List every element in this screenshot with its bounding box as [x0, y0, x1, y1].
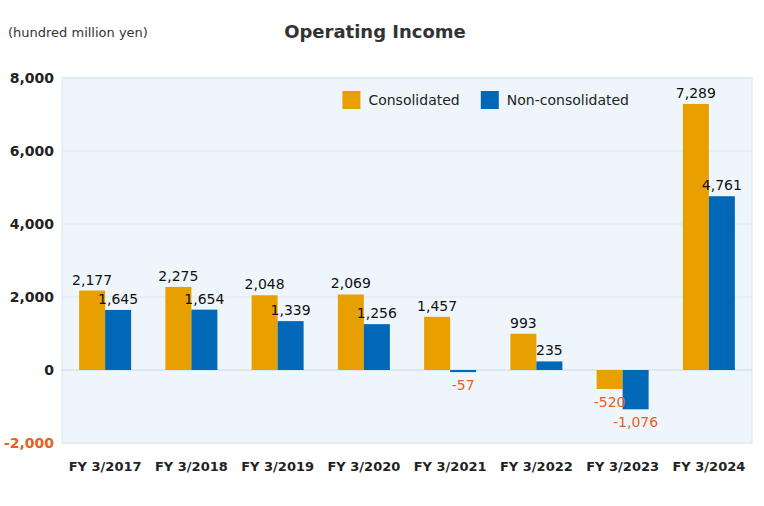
bar [623, 370, 649, 409]
data-label: 2,177 [72, 272, 112, 288]
x-tick-label: FY 3/2022 [500, 459, 573, 474]
data-label: 1,457 [417, 298, 457, 314]
bar [683, 104, 709, 370]
x-tick-label: FY 3/2019 [241, 459, 314, 474]
bar [510, 334, 536, 370]
legend-label: Non-consolidated [507, 92, 629, 108]
bar [191, 310, 217, 370]
x-tick-label: FY 3/2024 [672, 459, 745, 474]
bar [424, 317, 450, 370]
legend-swatch [481, 91, 499, 109]
data-label: 235 [536, 342, 563, 358]
data-label: 4,761 [702, 177, 742, 193]
legend-swatch [342, 91, 360, 109]
data-label: 1,256 [357, 305, 397, 321]
bar [450, 370, 476, 372]
x-tick-label: FY 3/2023 [586, 459, 659, 474]
y-tick-label: 0 [44, 362, 54, 378]
bar [536, 361, 562, 370]
y-tick-label: 8,000 [10, 70, 55, 86]
data-label: 1,654 [184, 291, 224, 307]
x-tick-label: FY 3/2021 [414, 459, 487, 474]
x-tick-label: FY 3/2018 [155, 459, 228, 474]
grid-line [62, 151, 752, 152]
grid-line [62, 78, 752, 79]
bar [105, 310, 131, 370]
data-label: 2,275 [158, 268, 198, 284]
grid-line [62, 224, 752, 225]
data-label: 2,048 [245, 276, 285, 292]
data-label: 1,339 [271, 302, 311, 318]
bar [278, 321, 304, 370]
x-tick-label: FY 3/2020 [327, 459, 400, 474]
legend: Consolidated Non-consolidated [342, 91, 629, 109]
data-label: 2,069 [331, 275, 371, 291]
subtitle: (hundred million yen) [8, 25, 148, 40]
plot-area [62, 78, 752, 443]
bar [364, 324, 390, 370]
y-tick-label: 4,000 [10, 216, 55, 232]
chart: Operating Income (hundred million yen) -2,… [0, 0, 764, 506]
x-tick-label: FY 3/2017 [69, 459, 142, 474]
data-label: -520 [594, 394, 626, 410]
y-tick-label: 2,000 [10, 289, 55, 305]
title: Operating Income [284, 21, 466, 42]
bars [79, 104, 735, 409]
data-label: 993 [510, 315, 537, 331]
data-label: 7,289 [676, 85, 716, 101]
y-tick-label: -2,000 [4, 435, 54, 451]
bar [709, 196, 735, 370]
data-label: 1,645 [98, 291, 138, 307]
bar [597, 370, 623, 389]
y-tick-label: 6,000 [10, 143, 55, 159]
data-label: -57 [452, 377, 475, 393]
data-label: -1,076 [613, 414, 658, 430]
legend-label: Consolidated [368, 92, 459, 108]
grid-line [62, 443, 752, 444]
